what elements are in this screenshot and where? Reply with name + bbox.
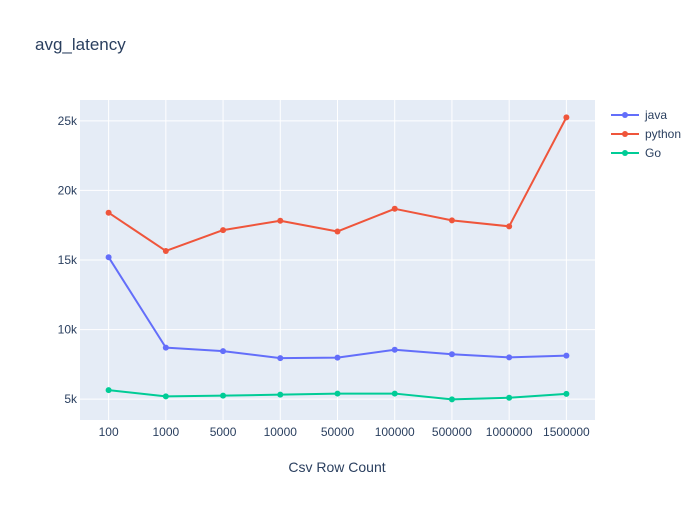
x-tick-label: 500000: [432, 425, 472, 439]
x-axis-label: Csv Row Count: [288, 459, 385, 475]
data-point[interactable]: [506, 354, 513, 361]
data-point[interactable]: [105, 387, 112, 394]
data-point[interactable]: [220, 227, 227, 234]
data-point[interactable]: [563, 114, 570, 121]
x-tick-label: 1000: [152, 425, 179, 439]
x-tick-label: 50000: [321, 425, 355, 439]
grid: [80, 100, 595, 420]
series-group: [105, 114, 570, 403]
series-java: [105, 254, 570, 362]
y-tick-label: 25k: [58, 114, 78, 128]
legend-marker: [622, 112, 628, 118]
legend-marker: [622, 150, 628, 156]
data-point[interactable]: [220, 392, 227, 399]
data-point[interactable]: [448, 217, 455, 224]
y-tick-label: 10k: [58, 323, 78, 337]
data-point[interactable]: [220, 348, 227, 355]
data-point[interactable]: [277, 355, 284, 362]
data-point[interactable]: [391, 205, 398, 212]
legend-label: Go: [645, 146, 661, 160]
data-point[interactable]: [563, 352, 570, 359]
data-point[interactable]: [391, 346, 398, 353]
x-tick-label: 1000000: [486, 425, 533, 439]
legend[interactable]: java python Go: [611, 108, 681, 160]
x-tick-label: 5000: [210, 425, 237, 439]
data-point[interactable]: [105, 254, 112, 261]
legend-item-java[interactable]: java: [611, 108, 667, 122]
series-python: [105, 114, 570, 254]
x-axis-ticks: 100 1000 5000 10000 50000 100000 500000 1000000…: [99, 425, 590, 439]
series-go: [105, 387, 570, 403]
data-point[interactable]: [448, 396, 455, 403]
data-point[interactable]: [448, 351, 455, 358]
data-point[interactable]: [334, 228, 341, 235]
data-point[interactable]: [391, 390, 398, 397]
x-tick-label: 10000: [264, 425, 298, 439]
y-tick-label: 5k: [64, 392, 78, 406]
legend-marker: [622, 131, 628, 137]
x-tick-label: 100: [99, 425, 119, 439]
x-tick-label: 1500000: [543, 425, 590, 439]
data-point[interactable]: [334, 354, 341, 361]
data-point[interactable]: [105, 209, 112, 216]
chart-title: avg_latency: [35, 35, 126, 54]
data-point[interactable]: [563, 390, 570, 397]
data-point[interactable]: [506, 394, 513, 401]
data-point[interactable]: [162, 344, 169, 351]
y-tick-label: 20k: [58, 183, 78, 197]
data-point[interactable]: [162, 247, 169, 254]
legend-item-go[interactable]: Go: [611, 146, 661, 160]
data-point[interactable]: [277, 217, 284, 224]
data-point[interactable]: [334, 390, 341, 397]
data-point[interactable]: [162, 393, 169, 400]
x-tick-label: 100000: [375, 425, 415, 439]
data-point[interactable]: [506, 223, 513, 230]
y-tick-label: 15k: [58, 253, 78, 267]
legend-label: java: [644, 108, 667, 122]
data-point[interactable]: [277, 391, 284, 398]
legend-item-python[interactable]: python: [611, 127, 681, 141]
y-axis-ticks: 5k 10k 15k 20k 25k: [58, 114, 78, 406]
legend-label: python: [645, 127, 681, 141]
